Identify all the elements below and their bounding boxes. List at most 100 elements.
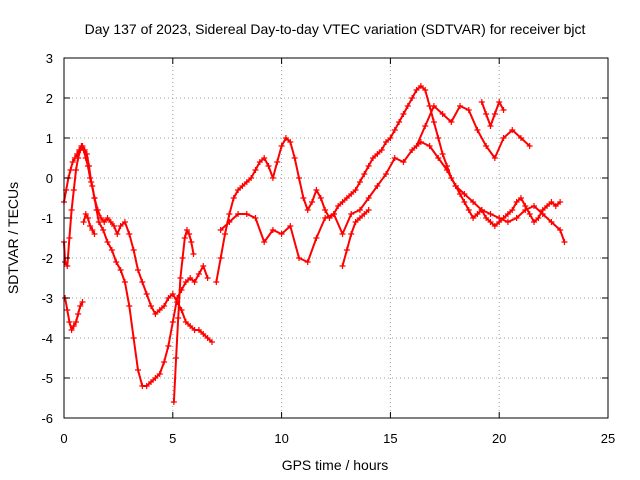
data-point — [470, 215, 477, 221]
data-point — [291, 155, 298, 161]
data-point — [500, 135, 507, 141]
data-point — [121, 279, 128, 285]
data-point — [496, 99, 503, 105]
data-point — [104, 239, 111, 245]
data-point — [352, 187, 359, 193]
x-tick-label: 5 — [169, 431, 176, 446]
data-point — [204, 335, 211, 341]
data-point — [356, 179, 363, 185]
data-point — [478, 99, 485, 105]
data-point — [181, 235, 188, 241]
data-point — [179, 255, 186, 261]
data-point — [526, 211, 533, 217]
data-point — [265, 163, 272, 169]
data-point — [548, 219, 555, 225]
data-point — [182, 279, 189, 285]
data-point — [69, 159, 76, 165]
data-point — [68, 327, 75, 333]
x-axis-label: GPS time / hours — [282, 457, 389, 473]
data-point — [74, 151, 81, 157]
data-point — [322, 207, 329, 213]
data-point — [335, 203, 342, 209]
data-point — [130, 247, 137, 253]
data-point — [72, 167, 79, 173]
data-point — [361, 171, 368, 177]
data-point — [108, 247, 115, 253]
data-point — [539, 211, 546, 217]
data-point — [156, 371, 163, 377]
data-point — [348, 211, 355, 217]
data-point — [348, 191, 355, 197]
data-point — [187, 275, 194, 281]
data-point — [513, 215, 520, 221]
data-point — [82, 211, 89, 217]
data-point — [182, 319, 189, 325]
data-point — [226, 211, 233, 217]
data-point — [93, 207, 100, 213]
data-point — [461, 191, 468, 197]
data-point — [422, 123, 429, 129]
data-point — [509, 127, 516, 133]
plot-frame — [63, 57, 609, 419]
data-point — [374, 183, 381, 189]
data-point — [75, 311, 82, 317]
data-point — [278, 143, 285, 149]
data-point — [430, 103, 437, 109]
data-point — [261, 155, 268, 161]
y-tick-label: 0 — [46, 171, 53, 186]
data-point — [487, 219, 494, 225]
series-arc-7 — [217, 139, 568, 265]
series-line — [480, 101, 505, 127]
data-point — [78, 143, 85, 149]
data-point — [177, 275, 184, 281]
data-point — [287, 223, 294, 229]
data-point — [491, 111, 498, 117]
data-point — [348, 231, 355, 237]
data-point — [304, 259, 311, 265]
data-point — [522, 207, 529, 213]
data-point — [226, 219, 233, 225]
data-point — [64, 307, 71, 313]
data-point — [474, 127, 481, 133]
data-point — [126, 303, 133, 309]
data-point — [170, 399, 177, 405]
data-point — [339, 231, 346, 237]
data-point — [208, 339, 215, 345]
data-point — [448, 119, 455, 125]
data-point — [465, 207, 472, 213]
data-point — [343, 247, 350, 253]
series-arc-4 — [80, 211, 98, 237]
data-point — [391, 155, 398, 161]
data-point — [491, 155, 498, 161]
data-point — [413, 143, 420, 149]
data-point — [435, 135, 442, 141]
data-point — [87, 223, 94, 229]
data-point — [383, 139, 390, 145]
y-tick-label: -2 — [41, 251, 53, 266]
data-point — [287, 139, 294, 145]
data-point — [195, 327, 202, 333]
data-point — [457, 103, 464, 109]
x-tick-label: 0 — [60, 431, 67, 446]
data-point — [369, 155, 376, 161]
data-point — [478, 207, 485, 213]
data-point — [391, 127, 398, 133]
data-point — [62, 259, 69, 265]
data-point — [439, 151, 446, 157]
data-point — [100, 227, 107, 233]
data-point — [531, 219, 538, 225]
data-point — [243, 211, 250, 217]
data-point — [152, 375, 159, 381]
data-point — [161, 359, 168, 365]
data-point — [269, 227, 276, 233]
data-point — [89, 183, 96, 189]
data-point — [374, 151, 381, 157]
data-point — [356, 215, 363, 221]
data-point — [356, 207, 363, 213]
data-point — [134, 367, 141, 373]
data-point — [387, 135, 394, 141]
data-point — [487, 123, 494, 129]
x-tick-label: 15 — [383, 431, 397, 446]
data-point — [557, 227, 564, 233]
data-point — [143, 383, 150, 389]
